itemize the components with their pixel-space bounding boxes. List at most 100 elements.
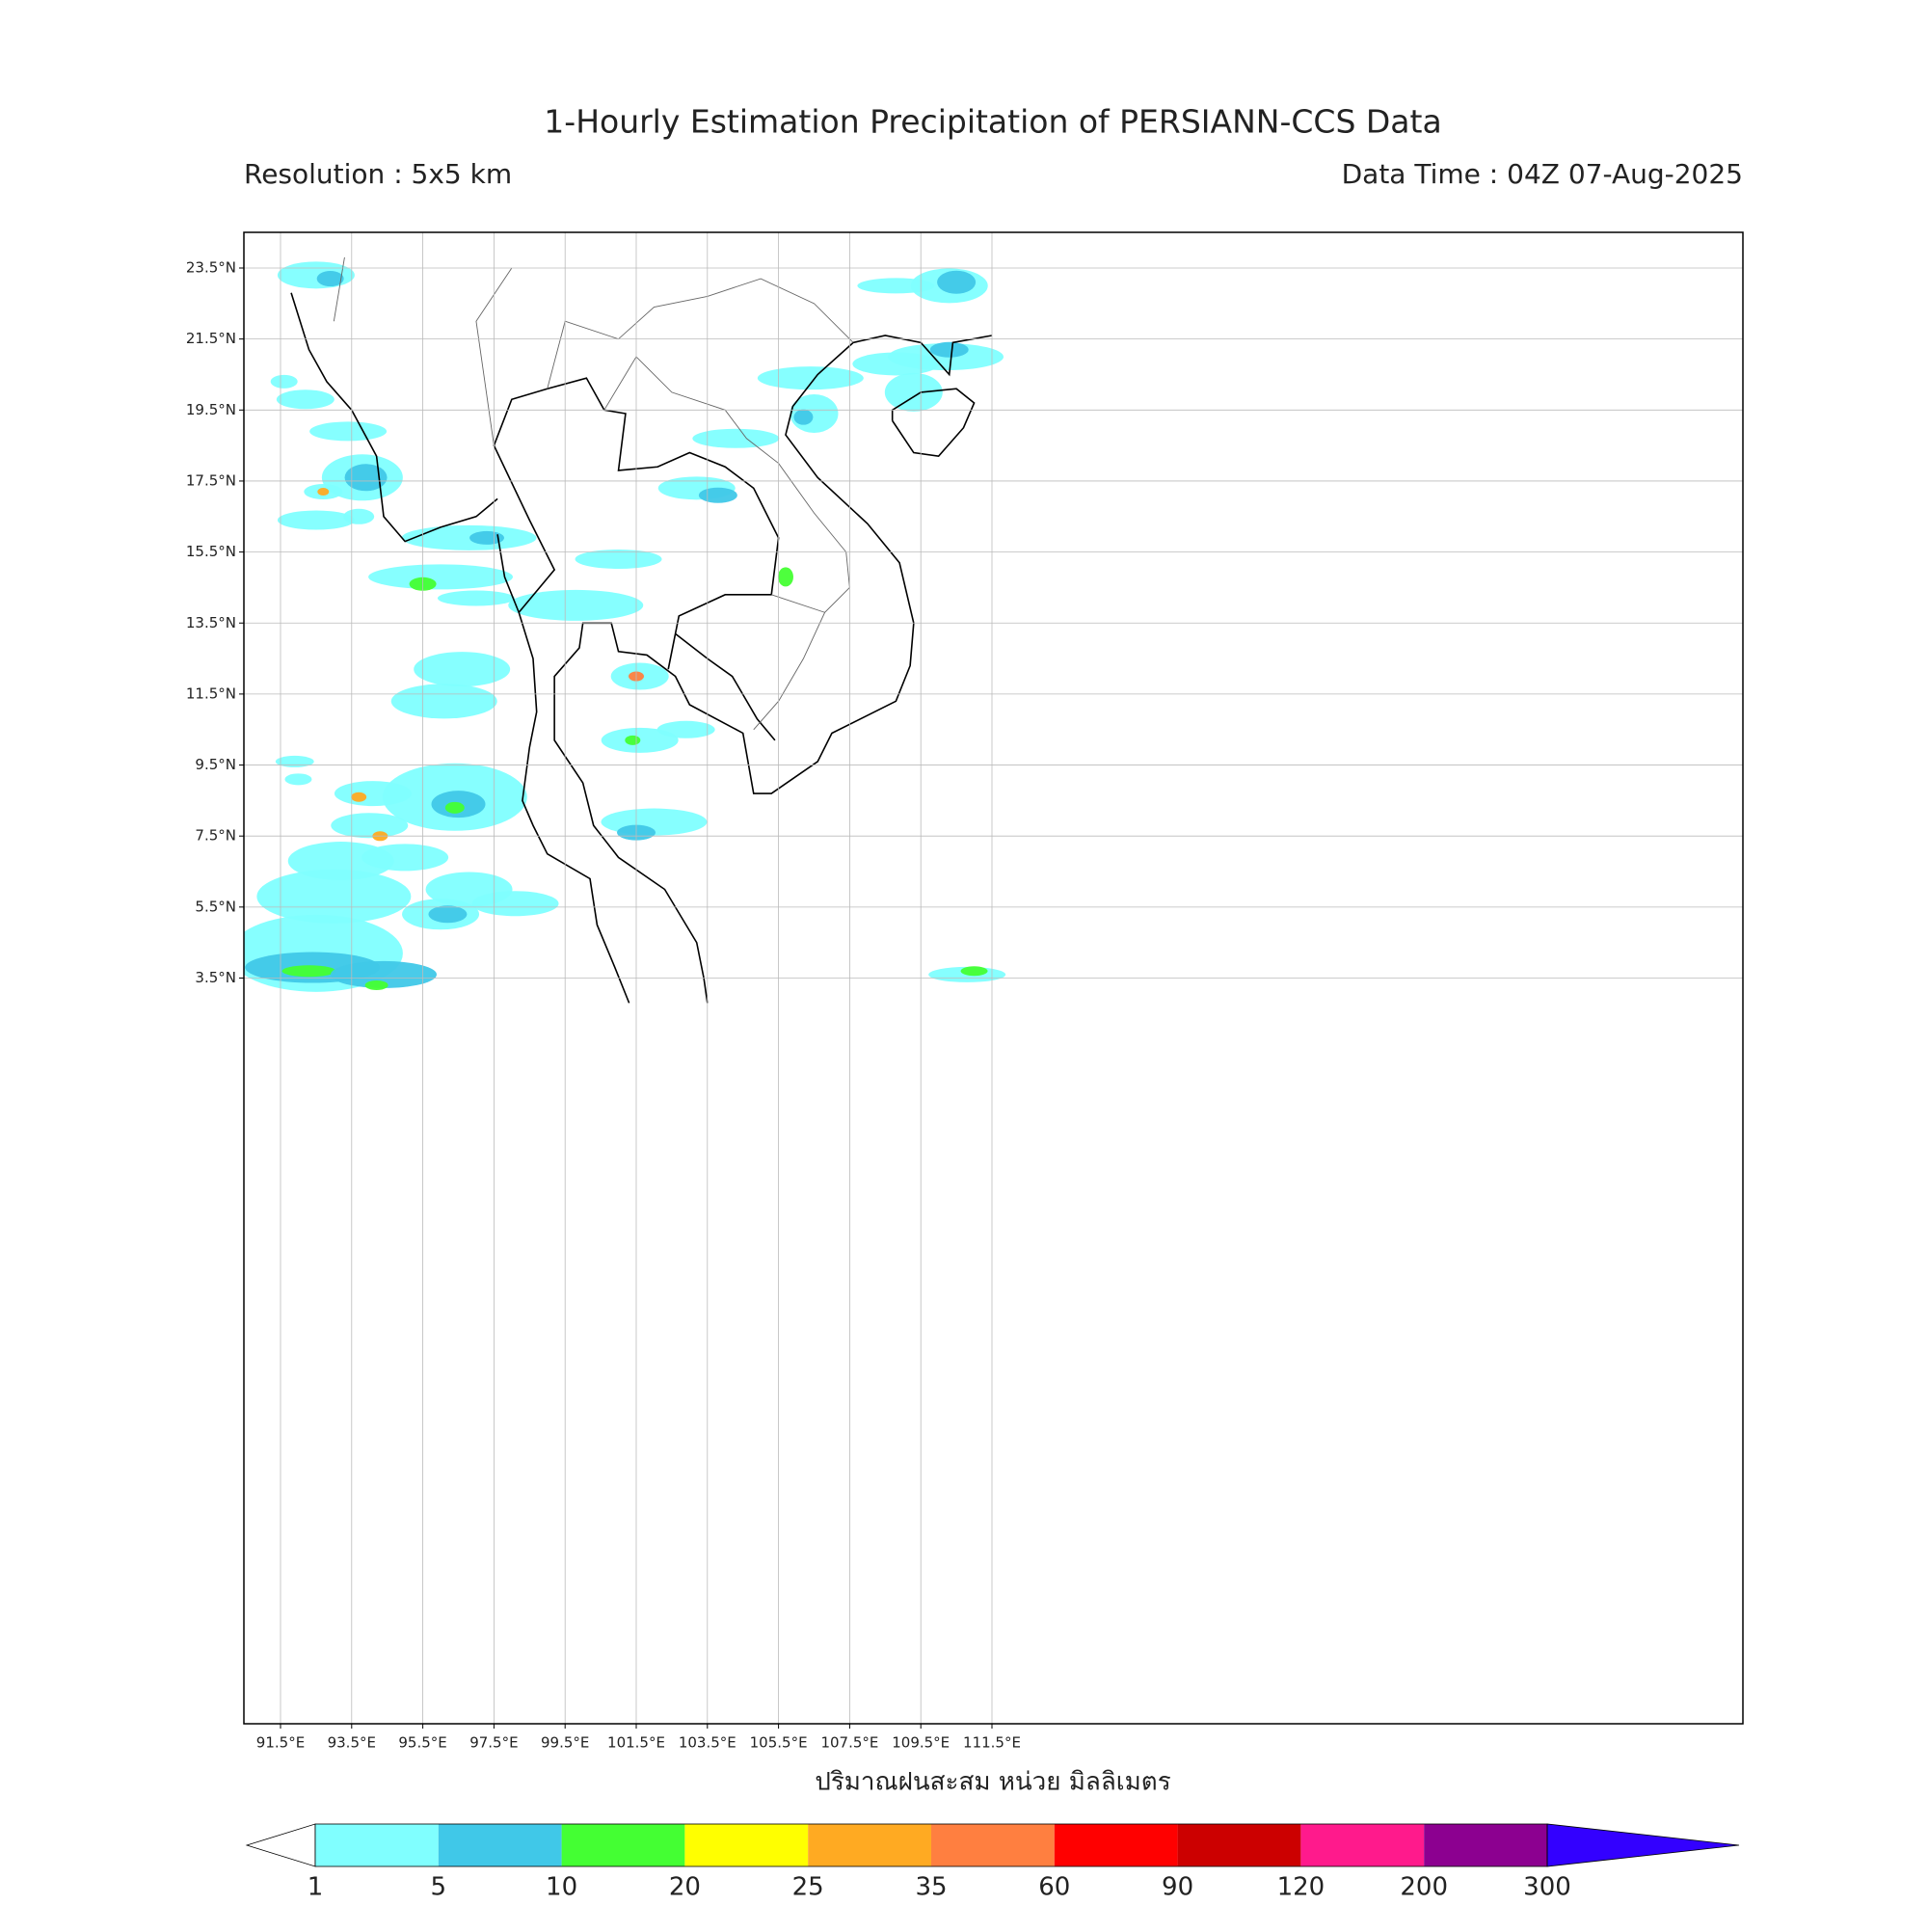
colorbar-segment [438,1824,562,1866]
data-time: Data Time : 04Z 07-Aug-2025 [1342,158,1743,190]
lat-tick-label: 5.5°N [195,898,236,915]
coastline [553,335,993,1004]
colorbar-segment [1300,1824,1425,1866]
rain-area [692,428,780,448]
rain-area [508,589,644,621]
rain-area [698,487,737,503]
lon-tick-label: 111.5°E [963,1734,1021,1752]
rain-area [316,271,344,287]
colorbar-tick-label: 300 [1523,1873,1571,1902]
rain-area [317,488,330,496]
rain-area [656,720,715,738]
rain-area [368,564,514,590]
rain-area [471,891,559,917]
rain-area [281,965,336,978]
lat-tick-label: 7.5°N [195,827,236,845]
rain-area [469,530,505,545]
colorbar-segment [931,1824,1055,1866]
colorbar-tick-label: 5 [431,1873,447,1902]
rain-area [929,341,969,358]
lat-tick-label: 19.5°N [186,401,236,418]
border [547,278,854,389]
map-inner [244,256,1006,1004]
lon-tick-label: 91.5°E [256,1734,305,1752]
rain-area [343,508,375,524]
lon-tick-label: 101.5°E [607,1734,665,1752]
rain-area [793,409,814,425]
rain-area [625,735,641,745]
coastline [675,632,776,741]
rain-area [757,366,864,390]
title: 1-Hourly Estimation Precipitation of PER… [544,103,1441,141]
rain-area [276,389,335,410]
border [475,267,513,446]
colorbar-segment [1424,1824,1547,1866]
rain-area [284,773,312,786]
colorbar-tick-label: 120 [1277,1873,1326,1902]
rain-area [364,979,388,990]
rain-area [390,684,497,719]
rain-area [575,550,662,570]
colorbar-segment [315,1824,439,1866]
lat-tick-label: 11.5°N [186,684,236,702]
colorbar-tick-label: 200 [1400,1873,1448,1902]
colorbar-outline [314,1823,1548,1867]
border [771,594,825,613]
rain-area [937,270,977,294]
rain-area [960,966,988,977]
colorbar-over [1546,1823,1740,1867]
colorbar-label: ปริมาณฝนสะสม หน่วย มิลลิเมตร [815,1768,1170,1797]
colorbar-segment [1177,1824,1301,1866]
coastline [290,292,498,543]
colorbar-tick-label: 60 [1038,1873,1070,1902]
colorbar-tick-label: 25 [792,1873,824,1902]
border [603,356,850,731]
colorbar-segment [808,1824,931,1866]
lat-tick-label: 13.5°N [186,614,236,631]
rain-area [414,652,511,687]
rain-area [275,755,314,767]
coastline [891,388,976,458]
colorbar-tick-label: 1 [308,1873,324,1902]
colorbar-tick-label: 35 [915,1873,947,1902]
rain-area [256,869,412,924]
rain-area [331,960,438,988]
lat-tick-label: 23.5°N [186,259,236,277]
rain-area [270,374,298,389]
lat-tick-label: 15.5°N [186,543,236,560]
lat-tick-label: 3.5°N [195,969,236,986]
colorbar-tick-label: 10 [546,1873,577,1902]
rain-area [277,510,355,530]
lon-tick-label: 103.5°E [679,1734,736,1752]
rain-area [777,567,793,587]
rain-area [857,278,935,294]
rain-area [351,792,367,802]
lon-tick-label: 93.5°E [328,1734,376,1752]
rain-area [334,781,412,807]
colorbar-segment [1054,1824,1178,1866]
rain-area [331,813,409,839]
rain-area [309,421,388,442]
lon-tick-label: 95.5°E [398,1734,446,1752]
colorbar-tick-label: 20 [669,1873,701,1902]
colorbar-tick-label: 90 [1162,1873,1193,1902]
rain-area [437,590,515,606]
rain-area [428,905,468,924]
lat-tick-label: 9.5°N [195,756,236,773]
lon-tick-label: 97.5°E [469,1734,518,1752]
rain-area [344,464,388,492]
lon-tick-label: 105.5°E [750,1734,808,1752]
colorbar-segment [561,1824,685,1866]
lon-tick-label: 109.5°E [892,1734,950,1752]
lat-tick-label: 17.5°N [186,471,236,489]
colorbar: 1 5 10 20 25 35 60 90 120 200 300 [245,1823,1740,1902]
rain-area [884,372,943,412]
rain-area [362,844,449,872]
lon-tick-label: 99.5°E [541,1734,589,1752]
rain-area [444,801,465,814]
colorbar-under [245,1823,316,1867]
lat-tick-label: 21.5°N [186,330,236,347]
rain-area [401,524,537,550]
